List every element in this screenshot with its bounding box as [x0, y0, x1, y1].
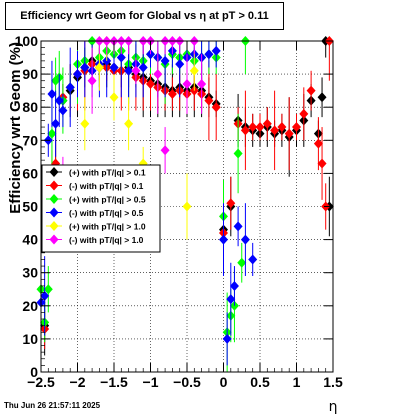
y-tick-label: 10 [22, 331, 38, 347]
data-point [211, 45, 221, 56]
data-point [43, 284, 53, 295]
y-tick-label: 40 [22, 232, 38, 248]
legend-marker [49, 221, 59, 231]
x-axis-label: η [329, 399, 338, 414]
data-point [124, 118, 134, 129]
y-tick-label: 70 [22, 132, 38, 148]
legend-marker [49, 234, 59, 245]
data-point [54, 95, 64, 106]
legend-label: (-) with pT/|q| > 0.1 [69, 181, 144, 191]
legend-marker [49, 167, 59, 177]
data-point [204, 95, 214, 106]
data-point [233, 221, 243, 232]
x-tick-label: −2 [70, 374, 86, 390]
data-point [116, 52, 126, 63]
data-point [248, 254, 258, 265]
data-point [219, 234, 228, 245]
data-point [182, 201, 192, 212]
data-point [80, 62, 90, 73]
x-tick-label: −2.5 [27, 374, 55, 390]
data-point [73, 69, 82, 80]
data-point [299, 108, 309, 119]
legend-marker [49, 194, 59, 204]
data-point [189, 65, 199, 76]
data-point [197, 79, 207, 90]
axes: −2.5 −2 −1.5 −1 −0.5 0 0.5 1 1.5 0 10 20 30 40 50 60 70 8… [7, 33, 343, 414]
data-point [167, 88, 177, 99]
y-tick-label: 60 [22, 165, 38, 181]
data-point [313, 138, 323, 149]
data-point [262, 118, 272, 129]
data-point [240, 234, 250, 245]
data-point [65, 82, 75, 93]
data-point [182, 79, 192, 90]
data-point [248, 122, 258, 133]
data-point [51, 118, 61, 129]
x-tick-label: −1 [143, 374, 159, 390]
x-tick-label: −0.5 [173, 374, 201, 390]
y-tick-label: 80 [22, 99, 38, 115]
data-point [270, 125, 280, 136]
data-point [317, 158, 327, 169]
data-point [204, 49, 214, 60]
legend-label: (-) with pT/|q| > 1.0 [69, 235, 144, 245]
y-tick-label: 20 [22, 298, 38, 314]
chart-title: Efficiency wrt Geom for Global vs η at p… [20, 10, 269, 22]
data-point [284, 128, 294, 139]
data-point [175, 59, 185, 70]
data-point [87, 75, 97, 86]
data-point [306, 85, 316, 96]
data-point [160, 55, 170, 66]
data-point [146, 79, 155, 90]
data-point [240, 125, 250, 136]
data-point [80, 118, 90, 129]
data-point [160, 145, 170, 156]
data-point [233, 148, 243, 159]
x-tick-label: 1.5 [323, 374, 343, 390]
y-tick-label: 0 [30, 364, 38, 380]
data-point [277, 122, 287, 133]
data-point [131, 65, 141, 76]
y-tick-label: 90 [22, 66, 38, 82]
legend-label: (+) with pT/|q| > 1.0 [69, 222, 146, 232]
data-point [40, 290, 50, 301]
data-point [226, 294, 236, 305]
data-point [109, 62, 119, 73]
y-tick-label: 50 [22, 199, 38, 215]
data-point [292, 122, 301, 133]
data-point [229, 280, 239, 291]
x-tick-label: 0.5 [250, 374, 270, 390]
legend-marker [49, 180, 59, 191]
data-point [237, 257, 247, 268]
legend: (+) with pT/|q| > 0.1 (-) with pT/|q| > 0… [41, 164, 161, 253]
legend-box [41, 164, 161, 253]
data-point [226, 198, 236, 209]
data-point [317, 92, 327, 103]
x-tick-label: 0 [220, 374, 228, 390]
data-point [211, 102, 221, 113]
chart-title-box: Efficiency wrt Geom for Global vs η at p… [5, 2, 284, 30]
data-point [222, 333, 232, 344]
data-point [94, 62, 104, 73]
data-point [47, 88, 57, 99]
timestamp: Thu Jun 26 21:57:11 2025 [4, 401, 101, 410]
legend-label: (-) with pT/|q| > 0.5 [69, 208, 144, 218]
data-point [58, 105, 68, 116]
y-tick-label: 30 [22, 265, 38, 281]
data-point [124, 65, 134, 76]
data-point [109, 92, 119, 103]
legend-marker [49, 207, 59, 218]
legend-label: (+) with pT/|q| > 0.1 [69, 168, 146, 178]
x-tick-label: −1.5 [100, 374, 128, 390]
legend-label: (+) with pT/|q| > 0.5 [69, 195, 146, 205]
data-point [138, 62, 148, 73]
y-tick-label: 100 [15, 33, 39, 49]
data-point [153, 69, 163, 80]
data-point [47, 128, 57, 139]
data-point [255, 122, 265, 133]
x-tick-label: 1 [293, 374, 301, 390]
y-axis-label: Efficiency wrt Geom (%) [7, 42, 24, 214]
